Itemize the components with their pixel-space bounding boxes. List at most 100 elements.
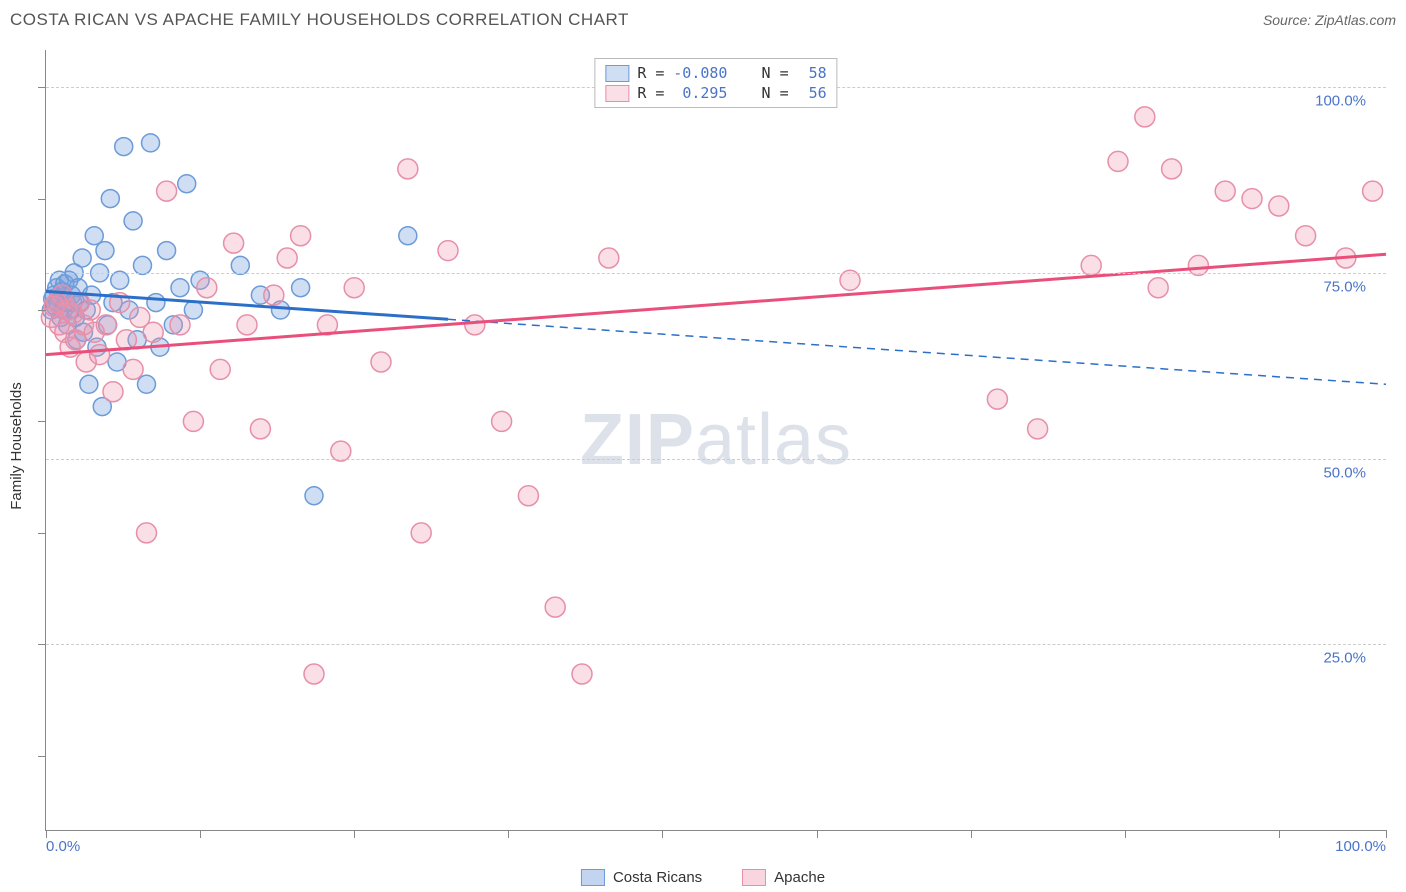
n-value: 56 bbox=[797, 84, 827, 102]
y-tick bbox=[38, 87, 46, 88]
data-point bbox=[344, 278, 364, 298]
legend-swatch bbox=[581, 869, 605, 886]
data-point bbox=[96, 242, 114, 260]
plot-area: ZIPatlas R =-0.080 N =58R =0.295 N =56 0… bbox=[45, 50, 1386, 831]
legend-swatch bbox=[605, 65, 629, 82]
data-point bbox=[1162, 159, 1182, 179]
legend-swatch bbox=[742, 869, 766, 886]
x-tick bbox=[817, 830, 818, 838]
data-point bbox=[137, 523, 157, 543]
data-point bbox=[1269, 196, 1289, 216]
data-point bbox=[371, 352, 391, 372]
data-point bbox=[80, 375, 98, 393]
data-point bbox=[96, 315, 116, 335]
data-point bbox=[264, 285, 284, 305]
data-point bbox=[572, 664, 592, 684]
data-point bbox=[305, 487, 323, 505]
x-tick bbox=[1386, 830, 1387, 838]
data-point bbox=[73, 249, 91, 267]
x-tick bbox=[508, 830, 509, 838]
data-point bbox=[147, 294, 165, 312]
data-point bbox=[545, 597, 565, 617]
x-tick bbox=[1279, 830, 1280, 838]
data-point bbox=[599, 248, 619, 268]
legend-stat-row: R = -0.080 N = 58 bbox=[605, 63, 826, 83]
legend-stats-box: R =-0.080 N =58R =0.295 N =56 bbox=[594, 58, 837, 108]
x-tick bbox=[46, 830, 47, 838]
data-point bbox=[492, 411, 512, 431]
data-point bbox=[518, 486, 538, 506]
data-point bbox=[80, 300, 100, 320]
data-point bbox=[1296, 226, 1316, 246]
r-label: R = bbox=[637, 64, 664, 82]
data-point bbox=[138, 375, 156, 393]
data-point bbox=[1135, 107, 1155, 127]
y-axis-label: Family Households bbox=[8, 382, 25, 510]
r-label: R = bbox=[637, 84, 664, 102]
data-point bbox=[291, 226, 311, 246]
data-point bbox=[399, 227, 417, 245]
data-point bbox=[210, 359, 230, 379]
data-point bbox=[231, 256, 249, 274]
data-point bbox=[178, 175, 196, 193]
chart-title: COSTA RICAN VS APACHE FAMILY HOUSEHOLDS … bbox=[10, 10, 629, 30]
data-point bbox=[224, 233, 244, 253]
data-point bbox=[1028, 419, 1048, 439]
data-point bbox=[170, 315, 190, 335]
data-point bbox=[103, 382, 123, 402]
data-point bbox=[465, 315, 485, 335]
gridline bbox=[46, 273, 1386, 274]
data-point bbox=[197, 278, 217, 298]
data-point bbox=[101, 190, 119, 208]
y-tick-label: 25.0% bbox=[1323, 650, 1366, 667]
data-point bbox=[987, 389, 1007, 409]
r-value: -0.080 bbox=[672, 64, 727, 82]
data-point bbox=[1148, 278, 1168, 298]
y-tick bbox=[38, 421, 46, 422]
data-point bbox=[398, 159, 418, 179]
y-tick bbox=[38, 533, 46, 534]
n-value: 58 bbox=[797, 64, 827, 82]
legend-label: Costa Ricans bbox=[613, 869, 702, 886]
x-max-label: 100.0% bbox=[1335, 838, 1386, 855]
x-tick bbox=[354, 830, 355, 838]
y-tick-label: 75.0% bbox=[1323, 278, 1366, 295]
y-tick-label: 100.0% bbox=[1315, 93, 1366, 110]
data-point bbox=[277, 248, 297, 268]
legend-swatch bbox=[605, 85, 629, 102]
x-min-label: 0.0% bbox=[46, 838, 80, 855]
data-point bbox=[183, 411, 203, 431]
data-point bbox=[124, 212, 142, 230]
data-point bbox=[1363, 181, 1383, 201]
y-tick bbox=[38, 199, 46, 200]
legend-bottom: Costa Ricans Apache bbox=[581, 869, 825, 886]
data-point bbox=[115, 138, 133, 156]
data-point bbox=[158, 242, 176, 260]
data-point bbox=[143, 322, 163, 342]
gridline bbox=[46, 644, 1386, 645]
data-point bbox=[133, 256, 151, 274]
n-label: N = bbox=[762, 64, 789, 82]
y-tick-label: 50.0% bbox=[1323, 464, 1366, 481]
data-point bbox=[304, 664, 324, 684]
x-tick bbox=[1125, 830, 1126, 838]
title-bar: COSTA RICAN VS APACHE FAMILY HOUSEHOLDS … bbox=[10, 10, 1396, 30]
n-label: N = bbox=[762, 84, 789, 102]
data-point bbox=[250, 419, 270, 439]
data-point bbox=[90, 345, 110, 365]
y-tick bbox=[38, 310, 46, 311]
data-point bbox=[111, 271, 129, 289]
x-tick bbox=[971, 830, 972, 838]
legend-item: Costa Ricans bbox=[581, 869, 702, 886]
data-point bbox=[292, 279, 310, 297]
y-tick bbox=[38, 644, 46, 645]
legend-label: Apache bbox=[774, 869, 825, 886]
x-tick bbox=[200, 830, 201, 838]
data-point bbox=[142, 134, 160, 152]
trend-line-dashed bbox=[448, 319, 1386, 384]
x-tick bbox=[662, 830, 663, 838]
legend-stat-row: R =0.295 N =56 bbox=[605, 83, 826, 103]
source-label: Source: ZipAtlas.com bbox=[1263, 12, 1396, 28]
data-point bbox=[411, 523, 431, 543]
y-tick bbox=[38, 756, 46, 757]
